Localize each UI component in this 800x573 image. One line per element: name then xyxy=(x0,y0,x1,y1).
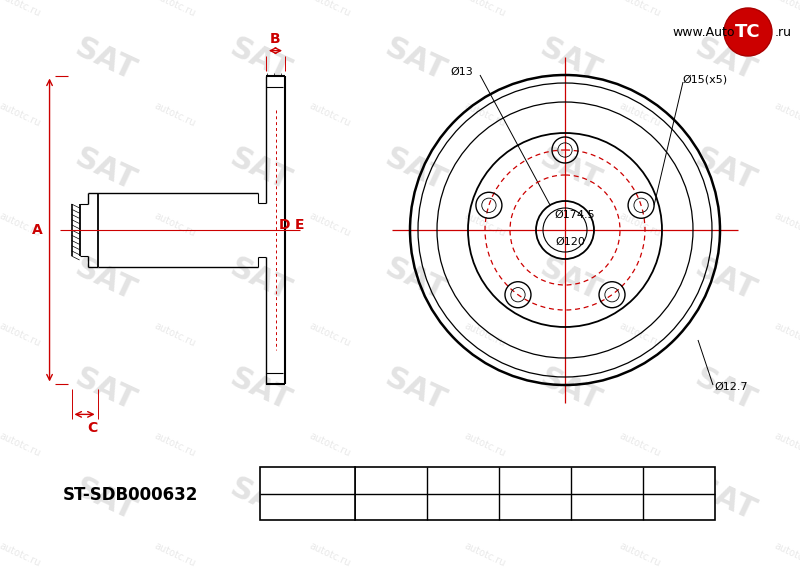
Text: autotc.ru: autotc.ru xyxy=(308,0,352,19)
Text: TC: TC xyxy=(735,23,761,41)
Text: autotc.ru: autotc.ru xyxy=(153,321,198,349)
Text: SAT: SAT xyxy=(225,33,295,87)
Text: 79: 79 xyxy=(598,498,617,513)
Text: Ø13: Ø13 xyxy=(450,67,474,77)
Text: SAT: SAT xyxy=(535,473,605,527)
Text: SAT: SAT xyxy=(380,363,450,417)
Text: SAT: SAT xyxy=(70,33,140,87)
Text: Ø15(x5): Ø15(x5) xyxy=(682,74,727,84)
Text: SAT: SAT xyxy=(535,143,605,197)
Text: SAT: SAT xyxy=(535,363,605,417)
Text: autotc.ru: autotc.ru xyxy=(0,321,42,349)
Text: autotc.ru: autotc.ru xyxy=(0,101,42,129)
Text: SAT: SAT xyxy=(70,473,140,527)
Text: SAT: SAT xyxy=(690,33,760,87)
Text: autotc.ru: autotc.ru xyxy=(618,211,662,239)
Text: autotc.ru: autotc.ru xyxy=(0,431,42,459)
Text: SAT: SAT xyxy=(690,363,760,417)
Text: SAT: SAT xyxy=(380,253,450,307)
Text: C: C xyxy=(87,421,98,435)
Text: autotc.ru: autotc.ru xyxy=(618,541,662,569)
Text: autotc.ru: autotc.ru xyxy=(618,0,662,19)
Text: autotc.ru: autotc.ru xyxy=(462,541,507,569)
Text: autotc.ru: autotc.ru xyxy=(773,211,800,239)
Text: SAT: SAT xyxy=(535,253,605,307)
Text: SAT: SAT xyxy=(380,473,450,527)
Text: autotc.ru: autotc.ru xyxy=(618,431,662,459)
Text: SAT: SAT xyxy=(225,143,295,197)
Text: SAT: SAT xyxy=(535,33,605,87)
Text: D: D xyxy=(601,477,613,492)
Text: D: D xyxy=(278,218,290,232)
Text: 211: 211 xyxy=(665,498,694,513)
Text: autotc.ru: autotc.ru xyxy=(773,321,800,349)
Text: autotc.ru: autotc.ru xyxy=(308,541,352,569)
Text: SAT: SAT xyxy=(690,143,760,197)
Text: SAT: SAT xyxy=(690,473,760,527)
Text: autotc.ru: autotc.ru xyxy=(308,101,352,129)
Text: autotc.ru: autotc.ru xyxy=(462,101,507,129)
Bar xyxy=(260,467,355,520)
Text: autotc.ru: autotc.ru xyxy=(0,0,42,19)
Circle shape xyxy=(724,8,772,56)
Text: autotc.ru: autotc.ru xyxy=(773,431,800,459)
Bar xyxy=(355,467,715,520)
Text: 325: 325 xyxy=(377,498,406,513)
Text: A: A xyxy=(386,477,396,492)
Text: B: B xyxy=(270,32,281,46)
Text: autotc.ru: autotc.ru xyxy=(462,321,507,349)
Text: autotc.ru: autotc.ru xyxy=(773,541,800,569)
Text: SAT: SAT xyxy=(70,143,140,197)
Text: SAT: SAT xyxy=(225,473,295,527)
Text: SAT: SAT xyxy=(225,363,295,417)
Text: SAT: SAT xyxy=(380,33,450,87)
Text: Ø12.7: Ø12.7 xyxy=(714,382,748,392)
Text: SAT: SAT xyxy=(70,253,140,307)
Text: autotc.ru: autotc.ru xyxy=(0,211,42,239)
Text: SAT: SAT xyxy=(380,143,450,197)
Text: autotc.ru: autotc.ru xyxy=(153,211,198,239)
Text: autotc.ru: autotc.ru xyxy=(773,0,800,19)
Text: autotc.ru: autotc.ru xyxy=(462,431,507,459)
Text: Ø120: Ø120 xyxy=(555,237,585,247)
Text: autotc.ru: autotc.ru xyxy=(462,211,507,239)
Text: autotc.ru: autotc.ru xyxy=(0,541,42,569)
Text: autotc.ru: autotc.ru xyxy=(153,541,198,569)
Text: autotc.ru: autotc.ru xyxy=(308,211,352,239)
Text: autotc.ru: autotc.ru xyxy=(462,0,507,19)
Text: E: E xyxy=(674,477,684,492)
Text: autotc.ru: autotc.ru xyxy=(618,321,662,349)
Text: autotc.ru: autotc.ru xyxy=(153,0,198,19)
Text: C: C xyxy=(530,477,540,492)
Text: autotc.ru: autotc.ru xyxy=(308,321,352,349)
Text: autotc.ru: autotc.ru xyxy=(618,101,662,129)
Text: B: B xyxy=(458,477,468,492)
Text: SAT: SAT xyxy=(225,253,295,307)
Text: Ø174.5: Ø174.5 xyxy=(554,210,595,220)
Text: .ru: .ru xyxy=(775,26,792,38)
Text: SAT: SAT xyxy=(690,253,760,307)
Text: autotc.ru: autotc.ru xyxy=(308,431,352,459)
Text: 20: 20 xyxy=(454,498,473,513)
Text: SAT: SAT xyxy=(70,363,140,417)
Text: E: E xyxy=(295,218,305,232)
Text: ST-SDB000632: ST-SDB000632 xyxy=(62,486,198,504)
Text: autotc.ru: autotc.ru xyxy=(153,431,198,459)
Text: www.Auto: www.Auto xyxy=(672,26,734,38)
Text: A: A xyxy=(32,223,43,237)
Text: autotc.ru: autotc.ru xyxy=(773,101,800,129)
Text: 59.5: 59.5 xyxy=(518,498,552,513)
Text: autotc.ru: autotc.ru xyxy=(153,101,198,129)
Text: 5 ОТВ.: 5 ОТВ. xyxy=(274,496,341,514)
